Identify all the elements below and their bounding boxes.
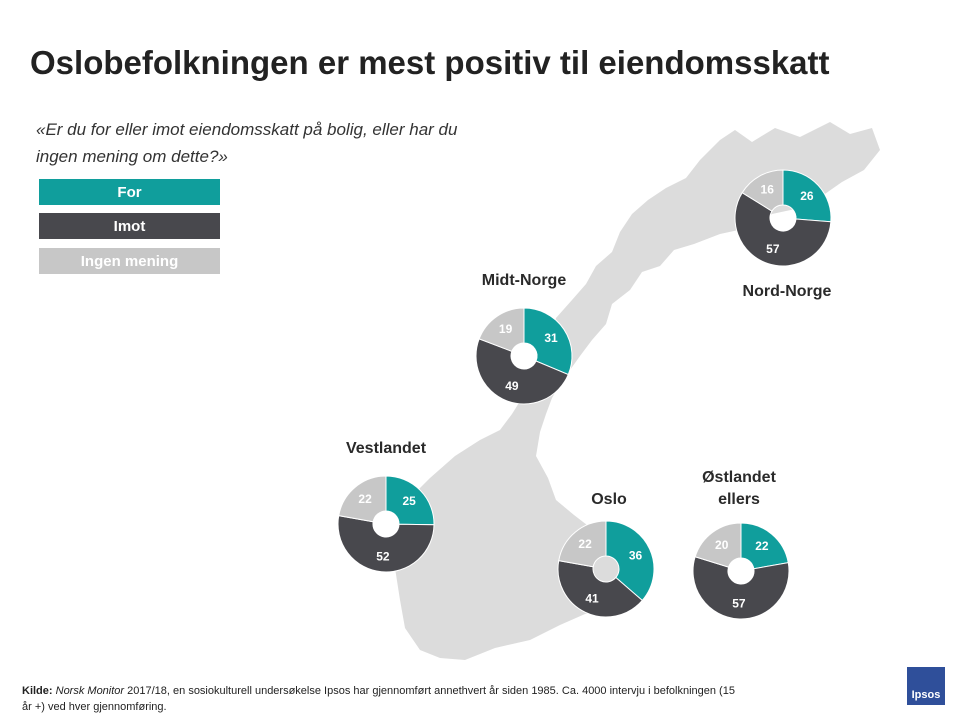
pie-value-label-ingen-mening: 22 — [358, 492, 372, 506]
pie-slice-for — [740, 522, 789, 570]
region-label-vestlandet: Vestlandet — [345, 440, 427, 457]
pie-slice-ingen-mening — [558, 520, 607, 568]
pie-chart-vestlandet: 25 52 22 — [337, 475, 435, 573]
pie-value-label-imot: 49 — [505, 379, 519, 393]
pie-slice-ingen-mening — [694, 522, 742, 568]
region-label-nord-norge: Nord-Norge — [742, 283, 832, 300]
pie-slice-imot — [475, 338, 569, 405]
source-footnote: Kilde: Norsk Monitor 2017/18, en sosioku… — [22, 683, 742, 715]
pie-value-label-imot: 52 — [376, 549, 390, 563]
pie-value-label-for: 31 — [544, 331, 558, 345]
pie-chart-midt-norge: 31 49 19 — [475, 307, 573, 405]
ipsos-logo: Ipsos — [907, 667, 945, 705]
pie-value-label-imot: 57 — [766, 242, 780, 256]
pie-value-label-for: 22 — [755, 539, 769, 553]
pie-chart-ostlandet-ellers: 22 57 20 — [692, 522, 790, 620]
pie-value-label-for: 25 — [402, 494, 416, 508]
page-title: Oslobefolkningen er mest positiv til eie… — [30, 44, 830, 81]
legend-item-for: For — [39, 179, 220, 205]
pie-slice-ingen-mening — [478, 307, 525, 353]
pie-chart-oslo: 36 41 22 — [557, 520, 655, 618]
pie-slice-for — [385, 475, 435, 526]
region-label-ostlandet-ellers: Østlandet ellers — [702, 469, 776, 508]
pie-value-label-for: 26 — [800, 189, 814, 203]
survey-question: «Er du for eller imot eiendomsskatt på b… — [36, 120, 458, 166]
legend-item-ingen-mening: Ingen mening — [39, 248, 220, 274]
norway-silhouette — [395, 122, 880, 660]
ipsos-logo-text: Ipsos — [911, 689, 941, 701]
legend-item-imot: Imot — [39, 213, 220, 239]
pie-value-label-ingen-mening: 16 — [761, 183, 775, 197]
pie-value-label-imot: 41 — [585, 591, 599, 605]
pie-slice-for — [523, 307, 573, 376]
pie-slice-ingen-mening — [741, 169, 784, 212]
pie-slice-imot — [557, 560, 643, 618]
pie-value-label-ingen-mening: 19 — [499, 322, 513, 336]
pie-value-label-ingen-mening: 20 — [715, 538, 729, 552]
region-label-midt-norge: Midt-Norge — [481, 272, 567, 289]
pie-value-label-ingen-mening: 22 — [578, 537, 592, 551]
pie-slice-for — [605, 520, 655, 602]
region-label-oslo: Oslo — [591, 491, 627, 508]
pie-chart-nord-norge: 26 57 16 — [734, 169, 832, 267]
footnote-text: 2017/18, en sosiokulturell undersøkelse … — [22, 685, 735, 713]
pie-slice-imot — [734, 192, 832, 267]
pie-slice-for — [782, 169, 832, 223]
footnote-kilde-label: Kilde: — [22, 685, 53, 697]
pie-slice-imot — [337, 515, 435, 573]
pie-value-label-imot: 57 — [732, 596, 746, 610]
pie-slice-imot — [692, 556, 790, 620]
pie-value-label-for: 36 — [629, 548, 643, 562]
footnote-source-name: Norsk Monitor — [55, 685, 125, 697]
pie-slice-ingen-mening — [338, 475, 387, 523]
